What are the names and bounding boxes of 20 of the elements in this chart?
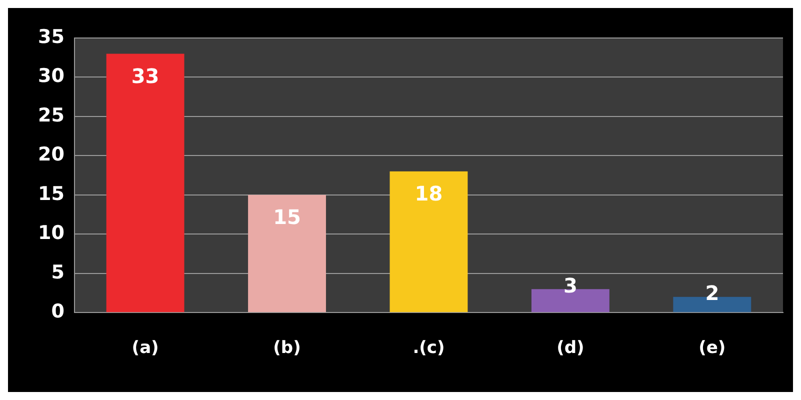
- y-tick-label: 10: [38, 222, 64, 244]
- x-tick-label: (e): [698, 338, 726, 358]
- data-label: 18: [414, 182, 443, 206]
- y-tick-label: 20: [38, 144, 64, 166]
- x-tick-label: (d): [556, 338, 584, 358]
- x-tick-label: (b): [273, 338, 301, 358]
- y-tick-label: 0: [51, 300, 64, 323]
- data-label: 15: [273, 205, 301, 230]
- bar: [106, 54, 184, 312]
- y-tick-label: 30: [38, 65, 64, 88]
- data-label: 33: [131, 64, 160, 88]
- bar: [248, 194, 326, 312]
- data-label: 2: [705, 281, 720, 306]
- y-tick-label: 25: [38, 104, 64, 126]
- y-tick-label: 15: [38, 182, 64, 205]
- x-tick-label: .(c): [412, 338, 445, 358]
- y-tick-label: 5: [51, 261, 64, 284]
- bar: [390, 171, 468, 312]
- x-tick-label: (a): [132, 338, 159, 358]
- y-tick-label: 35: [38, 26, 64, 48]
